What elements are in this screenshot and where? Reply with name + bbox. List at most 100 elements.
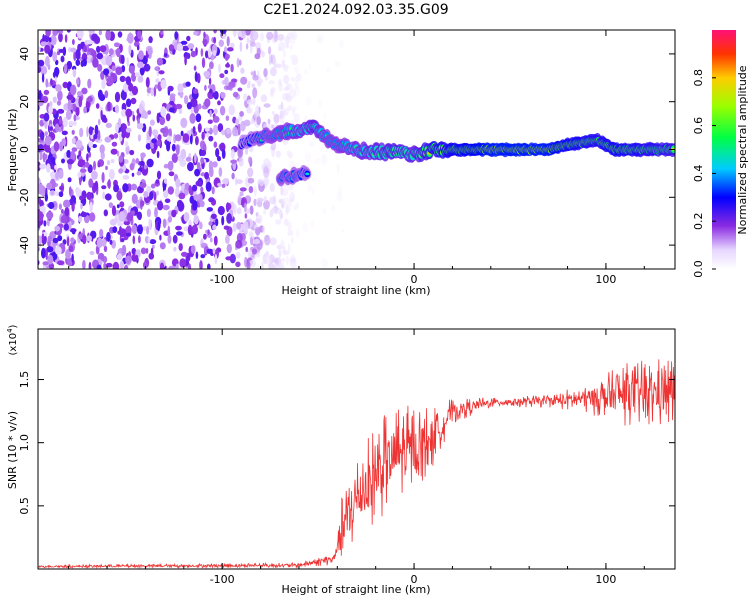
spectrogram-y-label: Frequency (Hz): [6, 109, 19, 192]
noise-blob: [208, 135, 214, 142]
noise-blob: [272, 265, 279, 269]
noise-blob: [259, 179, 264, 187]
noise-blob: [175, 186, 180, 198]
noise-blob: [278, 41, 286, 52]
noise-blob: [120, 123, 127, 133]
noise-blob: [164, 198, 171, 204]
noise-blob: [188, 185, 192, 195]
noise-blob: [260, 32, 264, 41]
noise-blob: [283, 197, 291, 206]
noise-blob: [94, 180, 99, 191]
noise-blob: [106, 76, 114, 86]
noise-blob: [105, 122, 113, 129]
noise-blob: [292, 54, 299, 65]
noise-blob: [83, 106, 87, 114]
spectrogram-marks: [38, 30, 675, 269]
noise-blob: [210, 55, 215, 61]
noise-blob: [212, 124, 219, 136]
noise-blob: [97, 161, 101, 168]
noise-blob: [213, 108, 218, 115]
noise-blob: [192, 184, 198, 192]
noise-blob: [185, 81, 191, 87]
noise-blob: [263, 200, 270, 210]
noise-blob: [86, 39, 94, 45]
noise-blob: [106, 160, 111, 166]
noise-blob: [197, 123, 202, 133]
y-tick-label: 0.5: [18, 497, 31, 515]
noise-blob: [147, 236, 151, 243]
noise-blob: [132, 114, 136, 122]
noise-blob: [118, 117, 122, 128]
noise-blob: [183, 95, 189, 105]
noise-blob: [255, 105, 260, 115]
noise-blob: [45, 30, 51, 37]
noise-blob: [125, 76, 132, 86]
noise-blob: [323, 113, 327, 121]
noise-blob: [72, 68, 77, 78]
noise-blob: [63, 223, 69, 231]
noise-blob: [117, 222, 124, 227]
noise-blob: [167, 85, 174, 92]
noise-blob: [195, 136, 199, 146]
noise-blob: [111, 65, 116, 72]
noise-blob: [200, 157, 205, 165]
noise-blob: [304, 151, 312, 162]
noise-blob: [180, 117, 188, 128]
noise-blob: [89, 212, 96, 222]
noise-blob: [213, 30, 217, 34]
noise-blob: [80, 211, 88, 218]
noise-blob: [199, 200, 205, 208]
y-tick-label: 0: [18, 146, 31, 153]
noise-blob: [191, 224, 198, 235]
noise-blob: [92, 144, 97, 148]
noise-blob: [203, 31, 206, 39]
noise-blob: [270, 87, 276, 93]
noise-blob: [180, 40, 188, 45]
noise-blob: [160, 106, 167, 118]
noise-blob: [38, 151, 41, 161]
noise-blob: [231, 172, 235, 180]
noise-blob: [132, 235, 136, 245]
noise-blob: [294, 66, 299, 74]
noise-blob: [88, 151, 92, 158]
noise-blob: [212, 247, 216, 255]
noise-blob: [336, 192, 343, 202]
noise-blob: [49, 126, 54, 131]
noise-blob: [126, 112, 130, 123]
noise-blob: [58, 32, 63, 43]
noise-blob: [54, 225, 61, 232]
noise-blob: [84, 161, 90, 168]
noise-blob: [70, 237, 75, 244]
noise-blob: [289, 54, 297, 60]
noise-blob: [264, 76, 269, 81]
noise-blob: [289, 33, 296, 45]
noise-blob: [245, 246, 248, 253]
noise-blob: [250, 236, 253, 246]
noise-blob: [229, 253, 236, 264]
noise-blob: [160, 127, 167, 134]
noise-blob: [115, 47, 121, 58]
x-tick-label: 100: [595, 573, 616, 586]
noise-blob: [41, 247, 46, 259]
noise-blob: [205, 50, 209, 59]
noise-blob: [236, 207, 242, 215]
noise-blob: [321, 258, 328, 269]
noise-blob: [163, 178, 168, 184]
noise-blob: [64, 207, 70, 217]
noise-blob: [116, 190, 123, 201]
noise-blob: [263, 209, 266, 215]
noise-blob: [148, 218, 152, 229]
noise-blob: [334, 60, 341, 68]
noise-blob: [246, 261, 251, 269]
noise-blob: [291, 57, 298, 66]
noise-blob: [219, 73, 225, 79]
noise-blob: [129, 149, 135, 156]
noise-blob: [167, 234, 172, 244]
noise-blob: [86, 153, 89, 162]
y-tick-label: 1.0: [18, 434, 31, 452]
noise-blob: [118, 155, 124, 163]
noise-blob: [130, 210, 136, 216]
noise-blob: [249, 41, 256, 47]
noise-blob: [136, 224, 143, 235]
noise-blob: [66, 236, 70, 247]
